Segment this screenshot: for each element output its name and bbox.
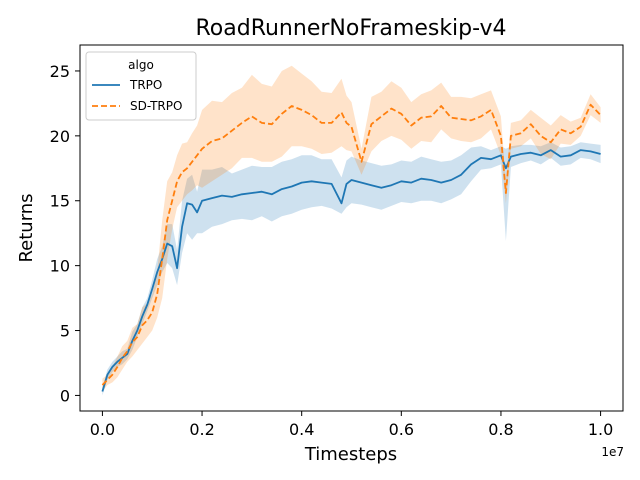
series-line-trpo	[101, 149, 601, 392]
x-tick-label: 0.4	[289, 420, 314, 439]
series-lines	[101, 103, 602, 392]
y-tick-label: 5	[60, 322, 70, 341]
x-tick-label: 0.2	[189, 420, 214, 439]
x-tick-label: 0.8	[488, 420, 513, 439]
x-tick-label: 0.0	[90, 420, 115, 439]
legend-box	[85, 51, 197, 121]
y-axis-label: Returns	[16, 193, 37, 262]
confidence-bands	[102, 65, 601, 396]
y-axis-ticks: 0 5 10 15 20 25	[50, 62, 80, 405]
legend-title: algo	[128, 58, 154, 72]
x-axis-offset-label: 1e7	[601, 445, 624, 459]
plot-frame	[79, 44, 624, 412]
x-axis-label: Timesteps	[304, 444, 397, 465]
confidence-band-sd-trpo	[102, 65, 601, 392]
y-tick-label: 15	[50, 192, 70, 211]
confidence-band-trpo	[102, 142, 601, 396]
x-tick-label: 0.6	[389, 420, 414, 439]
x-axis-ticks: 0.0 0.2 0.4 0.6 0.8 1.0	[90, 411, 613, 439]
legend: algo TRPO SD-TRPO	[85, 51, 197, 121]
legend-label-trpo: TRPO	[129, 78, 162, 92]
y-tick-label: 10	[50, 257, 70, 276]
y-tick-label: 20	[50, 127, 70, 146]
chart-title: RoadRunnerNoFrameskip-v4	[195, 16, 506, 41]
y-tick-label: 0	[60, 386, 70, 405]
x-tick-label: 1.0	[588, 420, 613, 439]
y-tick-label: 25	[50, 62, 70, 81]
legend-label-sd-trpo: SD-TRPO	[130, 99, 182, 113]
series-line-sd-trpo	[101, 103, 602, 386]
